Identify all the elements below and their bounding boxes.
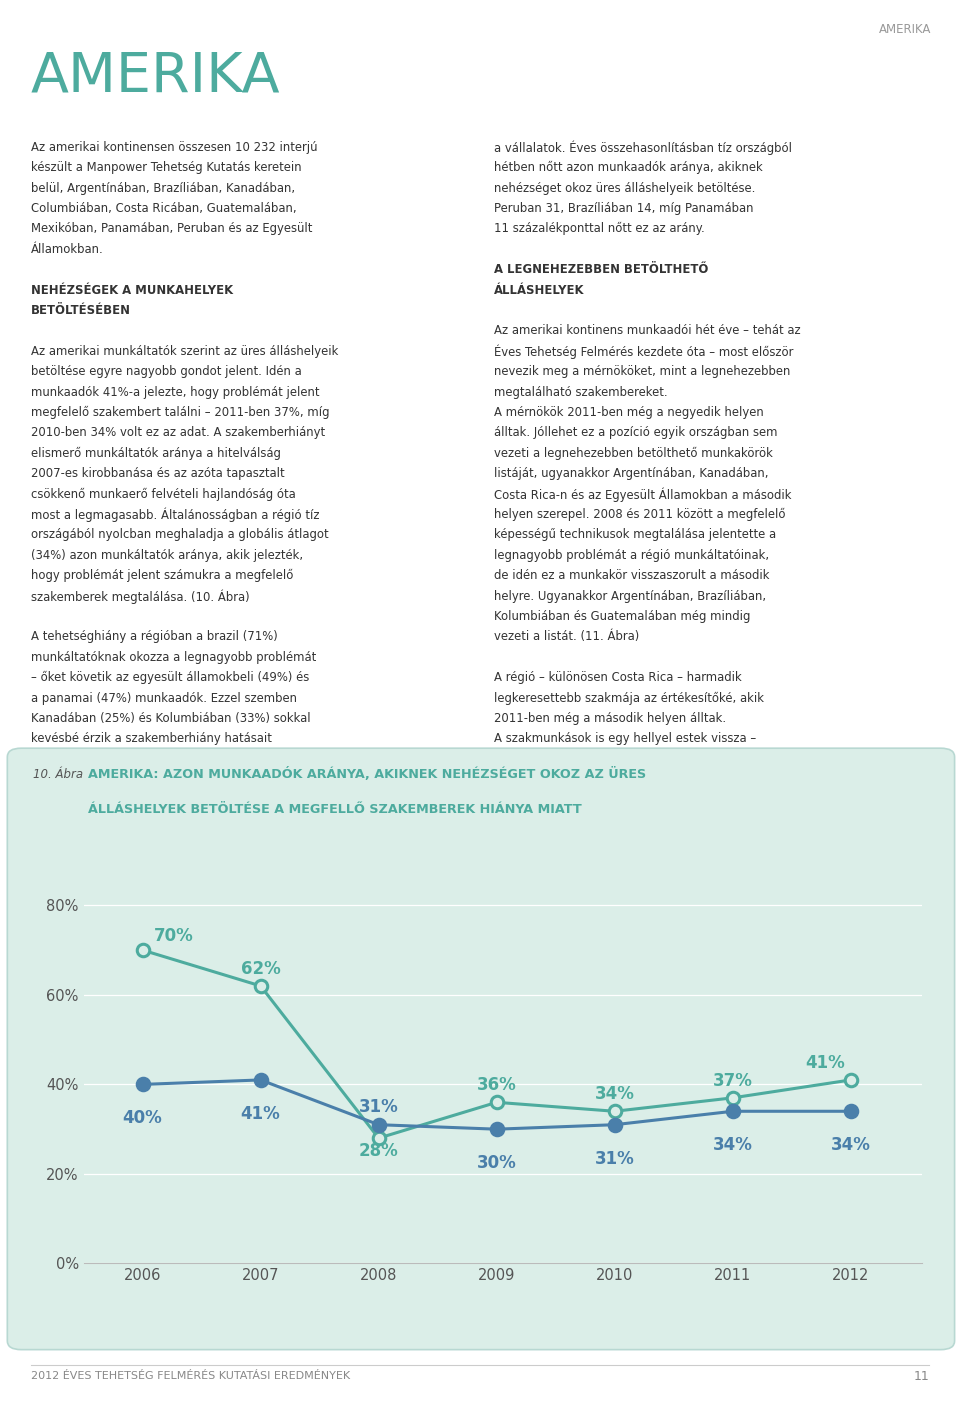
Text: Kanadában (25%) és Kolumbiában (33%) sokkal: Kanadában (25%) és Kolumbiában (33%) sok… — [31, 712, 310, 725]
Text: (34%) azon munkáltatók aránya, akik jelezték,: (34%) azon munkáltatók aránya, akik jele… — [31, 549, 302, 561]
Text: munkaadók 41%-a jelezte, hogy problémát jelent: munkaadók 41%-a jelezte, hogy problémát … — [31, 386, 320, 398]
Text: nevezik meg a mérnököket, mint a legnehezebben: nevezik meg a mérnököket, mint a legnehe… — [494, 364, 791, 378]
Text: AMERIKA: AMERIKA — [878, 23, 931, 35]
Text: de idén ez a munkakör visszaszorult a második: de idén ez a munkakör visszaszorult a má… — [494, 568, 770, 582]
Text: Éves Tehetség Felmérés kezdete óta – most először: Éves Tehetség Felmérés kezdete óta – mos… — [494, 345, 794, 359]
Text: országából nyolcban meghaladja a globális átlagot: országából nyolcban meghaladja a globáli… — [31, 528, 328, 542]
Text: 41%: 41% — [241, 1104, 280, 1123]
Text: 34%: 34% — [830, 1137, 871, 1154]
Text: 28%: 28% — [359, 1142, 398, 1161]
Text: legnagyobb problémát a régió munkáltatóinak,: legnagyobb problémát a régió munkáltatói… — [494, 549, 770, 561]
Text: vezeti a legnehezebben betölthető munkakörök: vezeti a legnehezebben betölthető munkak… — [494, 447, 773, 460]
Text: A régió – különösen Costa Rica – harmadik: A régió – különösen Costa Rica – harmadi… — [494, 671, 742, 684]
Text: megfelelő szakembert találni – 2011-ben 37%, míg: megfelelő szakembert találni – 2011-ben … — [31, 405, 329, 419]
Text: AMERIKA: AZON MUNKAADÓK ARÁNYA, AKIKNEK NEHÉZSÉGET OKOZ AZ ÜRES: AMERIKA: AZON MUNKAADÓK ARÁNYA, AKIKNEK … — [88, 767, 646, 781]
Text: 2007-es kirobbanása és az azóta tapasztalt: 2007-es kirobbanása és az azóta tapaszta… — [31, 467, 284, 480]
Text: AMERIKA: AMERIKA — [31, 49, 280, 103]
Text: Peruban 31, Brazíliában 14, míg Panamában: Peruban 31, Brazíliában 14, míg Panamába… — [494, 201, 754, 215]
Text: 34%: 34% — [712, 1137, 753, 1154]
Text: Az amerikai munkáltatók szerint az üres álláshelyeik: Az amerikai munkáltatók szerint az üres … — [31, 345, 338, 357]
Text: készült a Manpower Tehetség Kutatás keretein: készült a Manpower Tehetség Kutatás kere… — [31, 162, 301, 174]
Text: 2010-ben 34% volt ez az adat. A szakemberhiányt: 2010-ben 34% volt ez az adat. A szakembe… — [31, 426, 324, 439]
Text: vezeti a listát. (11. Ábra): vezeti a listát. (11. Ábra) — [494, 630, 639, 643]
Text: legkeresettebb szakmája az értékesítőké, akik: legkeresettebb szakmája az értékesítőké,… — [494, 692, 764, 705]
Text: Costa Rica-n és az Egyesült Államokban a második: Costa Rica-n és az Egyesült Államokban a… — [494, 488, 792, 502]
Text: megtalálható szakembereket.: megtalálható szakembereket. — [494, 386, 668, 398]
Text: betöltése egyre nagyobb gondot jelent. Idén a: betöltése egyre nagyobb gondot jelent. I… — [31, 364, 301, 378]
Text: 31%: 31% — [359, 1099, 398, 1116]
Text: Az amerikai kontinens munkaadói hét éve – tehát az: Az amerikai kontinens munkaadói hét éve … — [494, 325, 801, 338]
Text: ÁLLÁSHELYEK: ÁLLÁSHELYEK — [494, 284, 585, 297]
Text: csökkenő munkaerő felvételi hajlandóság óta: csökkenő munkaerő felvételi hajlandóság … — [31, 488, 296, 501]
Text: 2012 ÉVES TEHETSÉG FELMÉRÉS KUTATÁSI EREDMÉNYEK: 2012 ÉVES TEHETSÉG FELMÉRÉS KUTATÁSI ERE… — [31, 1370, 349, 1382]
Text: helyen szerepel. 2008 és 2011 között a megfelelő: helyen szerepel. 2008 és 2011 között a m… — [494, 508, 786, 521]
Text: 30%: 30% — [477, 1154, 516, 1172]
Text: 40%: 40% — [123, 1109, 162, 1127]
Text: most a legmagasabb. Általánosságban a régió tíz: most a legmagasabb. Általánosságban a ré… — [31, 508, 320, 522]
Text: Kolumbiában és Guatemalában még mindig: Kolumbiában és Guatemalában még mindig — [494, 611, 751, 623]
Text: 41%: 41% — [805, 1054, 845, 1072]
Text: 36%: 36% — [477, 1076, 516, 1095]
Text: hétben nőtt azon munkaadók aránya, akiknek: hétben nőtt azon munkaadók aránya, akikn… — [494, 162, 763, 174]
Text: kevésbé érzik a szakemberhiány hatásait: kevésbé érzik a szakemberhiány hatásait — [31, 733, 272, 746]
Text: 11 százalékponttal nőtt ez az arány.: 11 százalékponttal nőtt ez az arány. — [494, 222, 706, 235]
Text: hogy problémát jelent számukra a megfelelő: hogy problémát jelent számukra a megfele… — [31, 568, 293, 582]
Text: A tehetséghiány a régióban a brazil (71%): A tehetséghiány a régióban a brazil (71%… — [31, 630, 277, 643]
Text: 37%: 37% — [712, 1072, 753, 1089]
Text: nehézséget okoz üres álláshelyeik betöltése.: nehézséget okoz üres álláshelyeik betölt… — [494, 182, 756, 194]
Text: 10. Ábra: 10. Ábra — [33, 768, 83, 781]
Text: 70%: 70% — [154, 927, 193, 944]
Text: szakemberek megtalálása. (10. Ábra): szakemberek megtalálása. (10. Ábra) — [31, 590, 250, 604]
Text: munkáltatóknak okozza a legnagyobb problémát: munkáltatóknak okozza a legnagyobb probl… — [31, 650, 316, 664]
Text: álltak. Jóllehet ez a pozíció egyik országban sem: álltak. Jóllehet ez a pozíció egyik orsz… — [494, 426, 778, 439]
Text: a panamai (47%) munkaadók. Ezzel szemben: a panamai (47%) munkaadók. Ezzel szemben — [31, 692, 297, 705]
Text: – őket követik az egyesült államokbeli (49%) és: – őket követik az egyesült államokbeli (… — [31, 671, 309, 684]
Text: A LEGNEHEZEBBEN BETÖLTHETŐ: A LEGNEHEZEBBEN BETÖLTHETŐ — [494, 263, 708, 276]
Text: A szakmunkások is egy hellyel estek vissza –: A szakmunkások is egy hellyel estek viss… — [494, 733, 756, 746]
Text: Államokban.: Államokban. — [31, 242, 104, 256]
Text: 2011-ben még a második helyen álltak.: 2011-ben még a második helyen álltak. — [494, 712, 727, 725]
Text: ÁLLÁSHELYEK BETÖLTÉSE A MEGFELLŐ SZAKEMBEREK HIÁNYA MIATT: ÁLLÁSHELYEK BETÖLTÉSE A MEGFELLŐ SZAKEMB… — [88, 803, 582, 816]
Text: helyre. Ugyanakkor Argentínában, Brazíliában,: helyre. Ugyanakkor Argentínában, Brazíli… — [494, 590, 766, 602]
Text: belül, Argentínában, Brazíliában, Kanadában,: belül, Argentínában, Brazíliában, Kanadá… — [31, 182, 295, 194]
Text: Mexikóban, Panamában, Peruban és az Egyesült: Mexikóban, Panamában, Peruban és az Egye… — [31, 222, 312, 235]
Text: BETÖLTÉSÉBEN: BETÖLTÉSÉBEN — [31, 304, 131, 317]
Text: Columbiában, Costa Ricában, Guatemalában,: Columbiában, Costa Ricában, Guatemalában… — [31, 201, 297, 215]
Text: NEHÉZSÉGEK A MUNKAHELYEK: NEHÉZSÉGEK A MUNKAHELYEK — [31, 284, 233, 297]
FancyBboxPatch shape — [8, 749, 954, 1349]
Text: a vállalatok. Éves összehasonlításban tíz országból: a vállalatok. Éves összehasonlításban tí… — [494, 141, 792, 155]
Text: listáját, ugyanakkor Argentínában, Kanadában,: listáját, ugyanakkor Argentínában, Kanad… — [494, 467, 769, 480]
Text: 31%: 31% — [595, 1150, 635, 1168]
Text: 34%: 34% — [595, 1085, 635, 1103]
Text: elismerő munkáltatók aránya a hitelválság: elismerő munkáltatók aránya a hitelválsá… — [31, 447, 280, 460]
Text: 62%: 62% — [241, 960, 280, 978]
Text: A mérnökök 2011-ben még a negyedik helyen: A mérnökök 2011-ben még a negyedik helye… — [494, 405, 764, 419]
Text: Az amerikai kontinensen összesen 10 232 interjú: Az amerikai kontinensen összesen 10 232 … — [31, 141, 317, 153]
Text: képességű technikusok megtalálása jelentette a: képességű technikusok megtalálása jelent… — [494, 528, 777, 542]
Text: 11: 11 — [914, 1369, 929, 1383]
